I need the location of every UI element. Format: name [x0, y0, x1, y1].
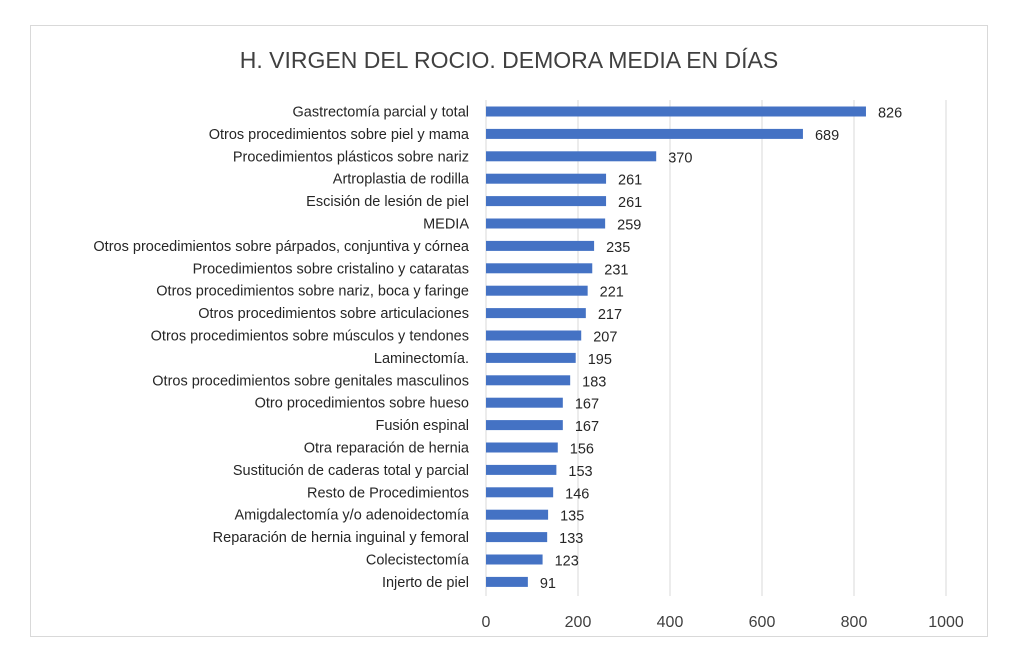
bar [486, 106, 866, 117]
value-label: 221 [600, 285, 624, 301]
bar [486, 397, 563, 408]
bar [486, 576, 528, 587]
bar [486, 196, 607, 207]
category-labels: Gastrectomía parcial y total Otros proced… [93, 105, 470, 591]
category-label: Otro procedimientos sobre hueso [255, 396, 469, 412]
category-label: Otra reparación de hernia [304, 441, 470, 457]
x-tick-label: 800 [841, 614, 868, 631]
value-label: 826 [878, 106, 902, 122]
category-label: Reparación de hernia inguinal y femoral [213, 530, 469, 546]
bar [486, 218, 606, 229]
bar [486, 151, 657, 162]
value-label: 261 [618, 173, 642, 189]
value-label: 156 [570, 442, 594, 458]
value-label: 235 [606, 240, 630, 256]
category-label: Escisión de lesión de piel [306, 194, 469, 210]
bar [486, 330, 582, 341]
x-tick-label: 200 [565, 614, 592, 631]
value-label: 153 [568, 464, 592, 480]
bar [486, 532, 548, 543]
value-label: 231 [604, 262, 628, 278]
category-label: Artroplastia de rodilla [333, 172, 470, 188]
bar [486, 487, 554, 498]
value-label: 146 [565, 486, 589, 502]
value-label: 133 [559, 531, 583, 547]
bar [486, 240, 595, 251]
value-label: 261 [618, 195, 642, 211]
x-axis-ticks: 0 200 400 600 800 1000 [482, 614, 964, 631]
x-tick-label: 600 [749, 614, 776, 631]
value-label: 183 [582, 374, 606, 390]
value-labels: 826 689 370 261 261 259 235 231 221 217 207 195 183 1… [540, 106, 902, 592]
category-label: Fusión espinal [376, 418, 470, 434]
value-label: 689 [815, 128, 839, 144]
bar [486, 375, 571, 386]
category-label: Amigdalectomía y/o adenoidectomía [234, 508, 469, 524]
category-label: Procedimientos plásticos sobre nariz [233, 149, 469, 165]
bar [486, 464, 557, 475]
bar [486, 173, 607, 184]
category-label: Otros procedimientos sobre genitales mas… [152, 373, 469, 389]
category-label: Otros procedimientos sobre piel y mama [209, 127, 470, 143]
category-label: Colecistectomía [366, 553, 470, 569]
value-label: 167 [575, 419, 599, 435]
value-label: 370 [668, 150, 692, 166]
category-label: Otros procedimientos sobre nariz, boca y… [156, 284, 469, 300]
category-label: Sustitución de caderas total y parcial [233, 463, 469, 479]
value-label: 91 [540, 576, 556, 592]
bar [486, 308, 586, 319]
value-label: 207 [593, 330, 617, 346]
bar [486, 263, 593, 274]
value-label: 259 [617, 218, 641, 234]
bar [486, 352, 576, 363]
bar [486, 420, 563, 431]
bar [486, 509, 549, 520]
bar [486, 285, 588, 296]
bars [486, 106, 866, 587]
value-label: 217 [598, 307, 622, 323]
x-tick-label: 0 [482, 614, 491, 631]
category-label: Otros procedimientos sobre párpados, con… [93, 239, 470, 255]
x-tick-label: 400 [657, 614, 684, 631]
bar [486, 128, 803, 139]
category-label: Resto de Procedimientos [307, 485, 469, 501]
value-label: 123 [555, 554, 579, 570]
category-label: Otros procedimientos sobre articulacione… [198, 306, 469, 322]
category-label: Procedimientos sobre cristalino y catara… [193, 261, 469, 277]
value-label: 135 [560, 509, 584, 525]
value-label: 195 [588, 352, 612, 368]
category-label: MEDIA [423, 217, 469, 233]
bar [486, 442, 558, 453]
category-label: Injerto de piel [382, 575, 469, 591]
category-label: Laminectomía. [374, 351, 469, 367]
value-label: 167 [575, 397, 599, 413]
x-tick-label: 1000 [928, 614, 964, 631]
chart-title: H. VIRGEN DEL ROCIO. DEMORA MEDIA EN DÍA… [240, 47, 778, 73]
bar [486, 554, 543, 565]
category-label: Gastrectomía parcial y total [293, 105, 470, 121]
category-label: Otros procedimientos sobre músculos y te… [151, 329, 469, 345]
